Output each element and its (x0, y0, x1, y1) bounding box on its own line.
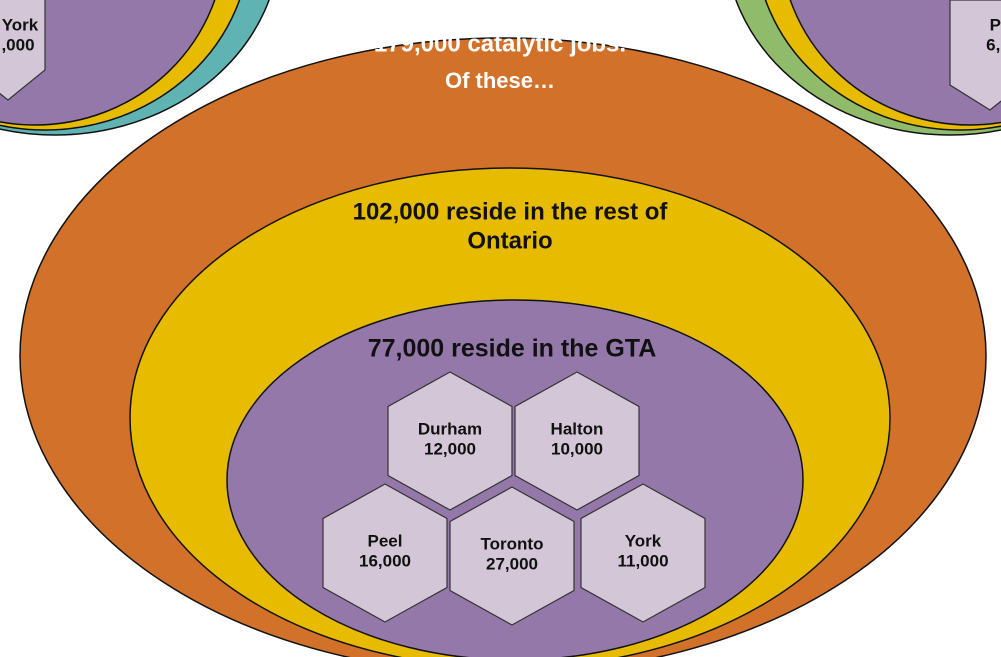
fragment-ring (0, 0, 216, 126)
region-jobs: 12,000 (424, 439, 476, 458)
fragment-jobs: ,000 (1, 35, 34, 54)
region-jobs: 10,000 (551, 439, 603, 458)
region-jobs: 27,000 (486, 554, 538, 573)
region-hexagon (514, 371, 640, 511)
region-hexagon (322, 483, 448, 623)
region-name: York (625, 531, 662, 550)
ontario-label: 102,000 reside in the rest of (353, 198, 669, 225)
region-name: Halton (551, 419, 604, 438)
region-jobs: 11,000 (617, 551, 668, 570)
headline: 179,000 catalytic jobs. (374, 30, 626, 57)
region-hexagon (449, 486, 575, 626)
fragment-name: York (2, 15, 39, 34)
region-hexagon (580, 483, 706, 623)
fragment-jobs: 6,0 (986, 35, 1001, 54)
ontario-label: Ontario (467, 227, 552, 254)
headline: Of these… (445, 68, 555, 93)
fragment-ring (789, 0, 1001, 126)
gta-label: 77,000 reside in the GTA (368, 335, 657, 363)
fragment-hexagon (949, 0, 1001, 111)
region-hexagon (387, 371, 513, 511)
region-name: Durham (418, 419, 482, 438)
region-name: Toronto (481, 534, 544, 553)
region-jobs: 16,000 (359, 551, 411, 570)
fragment-name: Pe (990, 15, 1001, 34)
fragment-hexagon (0, 0, 46, 101)
region-name: Peel (368, 531, 403, 550)
